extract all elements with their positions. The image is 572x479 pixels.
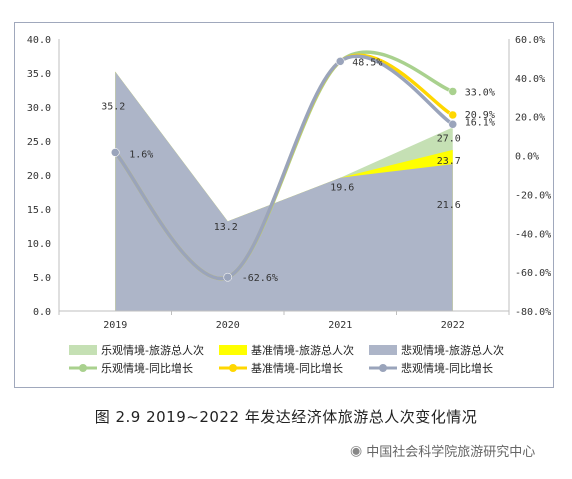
y-right-tick-label: -80.0% <box>515 307 551 318</box>
line-data-label: 20.9% <box>465 110 495 121</box>
y-right-tick-label: -20.0% <box>515 190 551 201</box>
y-right-tick-label: 40.0% <box>515 74 545 85</box>
x-tick-label: 2020 <box>216 320 240 331</box>
line-point <box>111 148 120 157</box>
area-series-3 <box>115 71 453 311</box>
chart-svg: 0.0 5.0 10.0 15.0 20.0 25.0 30.0 35.0 40.0 -80.0%… <box>27 35 551 375</box>
legend-swatch-area <box>369 345 397 355</box>
y-right-tick-label: 60.0% <box>515 35 545 46</box>
line-data-label: 48.5% <box>352 57 382 68</box>
y-left-tick-label: 20.0 <box>27 171 51 182</box>
area-data-label: 13.2 <box>214 222 238 233</box>
line-series-3 <box>113 54 454 281</box>
y-left-tick-label: 30.0 <box>27 103 51 114</box>
line-point <box>336 57 345 66</box>
line-data-label: 1.6% <box>129 149 153 160</box>
legend-label: 乐观情境-同比增长 <box>101 361 193 375</box>
y-right-tick-label: -40.0% <box>515 229 551 240</box>
watermark-text: 中国社会科学院旅游研究中心 <box>366 445 536 460</box>
legend-swatch-marker <box>229 364 237 372</box>
legend-swatch-area <box>69 345 97 355</box>
x-tick-label: 2022 <box>441 320 465 331</box>
line-data-label: -62.6% <box>242 273 278 284</box>
legend-swatch-area <box>219 345 247 355</box>
figure-caption: 图 2.9 2019~2022 年发达经济体旅游总人次变化情况 <box>94 408 478 426</box>
line-point <box>448 120 457 129</box>
line-data-label: 33.0% <box>465 87 495 98</box>
y-left-tick-label: 40.0 <box>27 35 51 46</box>
area-data-label: 21.6 <box>437 200 461 211</box>
legend-label: 悲观情境-旅游总人次 <box>401 343 504 357</box>
legend-swatch-marker <box>379 364 387 372</box>
line-data-label: 16.1% <box>465 117 495 128</box>
y-right-tick-label: 20.0% <box>515 113 545 124</box>
y-left-tick-label: 35.0 <box>27 69 51 80</box>
legend-label: 乐观情境-旅游总人次 <box>101 343 204 357</box>
area-data-label: 19.6 <box>330 183 354 194</box>
wechat-icon: ◉ <box>350 442 363 459</box>
y-right-tick-label: -60.0% <box>515 268 551 279</box>
chart-frame: 0.0 5.0 10.0 15.0 20.0 25.0 30.0 35.0 40.0 -80.0%… <box>14 22 554 388</box>
area-data-label: 23.7 <box>437 156 461 167</box>
area-data-label: 35.2 <box>101 102 125 113</box>
y-right-tick-label: 0.0% <box>515 152 539 163</box>
y-left-tick-label: 10.0 <box>27 239 51 250</box>
x-tick-label: 2019 <box>103 320 127 331</box>
y-left-tick-label: 25.0 <box>27 137 51 148</box>
line-point <box>448 110 457 120</box>
watermark: ◉ 中国社会科学院旅游研究中心 <box>350 441 536 461</box>
area-data-label: 27.0 <box>437 133 461 144</box>
legend-label: 基准情境-同比增长 <box>251 361 343 375</box>
legend-swatch-marker <box>79 364 87 372</box>
y-left-tick-label: 15.0 <box>27 205 51 216</box>
y-left-tick-label: 5.0 <box>33 273 51 284</box>
legend-label: 悲观情境-同比增长 <box>401 361 493 375</box>
y-left-tick-label: 0.0 <box>33 307 51 318</box>
line-point <box>223 272 232 282</box>
legend-label: 基准情境-旅游总人次 <box>251 343 354 357</box>
line-point <box>448 87 457 96</box>
x-tick-label: 2021 <box>328 320 352 331</box>
